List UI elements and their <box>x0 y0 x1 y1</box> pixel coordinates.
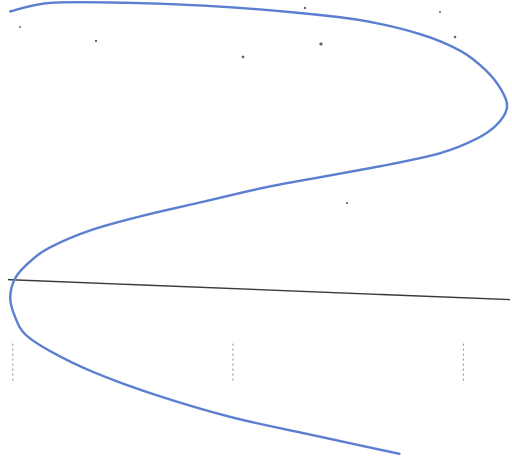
series-group <box>9 0 509 456</box>
speck <box>439 11 441 13</box>
speck <box>241 55 245 59</box>
speck <box>453 35 457 39</box>
speck <box>319 42 323 46</box>
scan-specks <box>19 6 457 205</box>
series-line <box>9 0 509 456</box>
axes-group <box>7 278 511 301</box>
speck <box>19 26 21 28</box>
ticks-group <box>12 343 464 384</box>
speck <box>94 39 98 43</box>
x-axis-line <box>7 278 511 301</box>
speck <box>345 201 349 205</box>
speck <box>303 6 307 10</box>
